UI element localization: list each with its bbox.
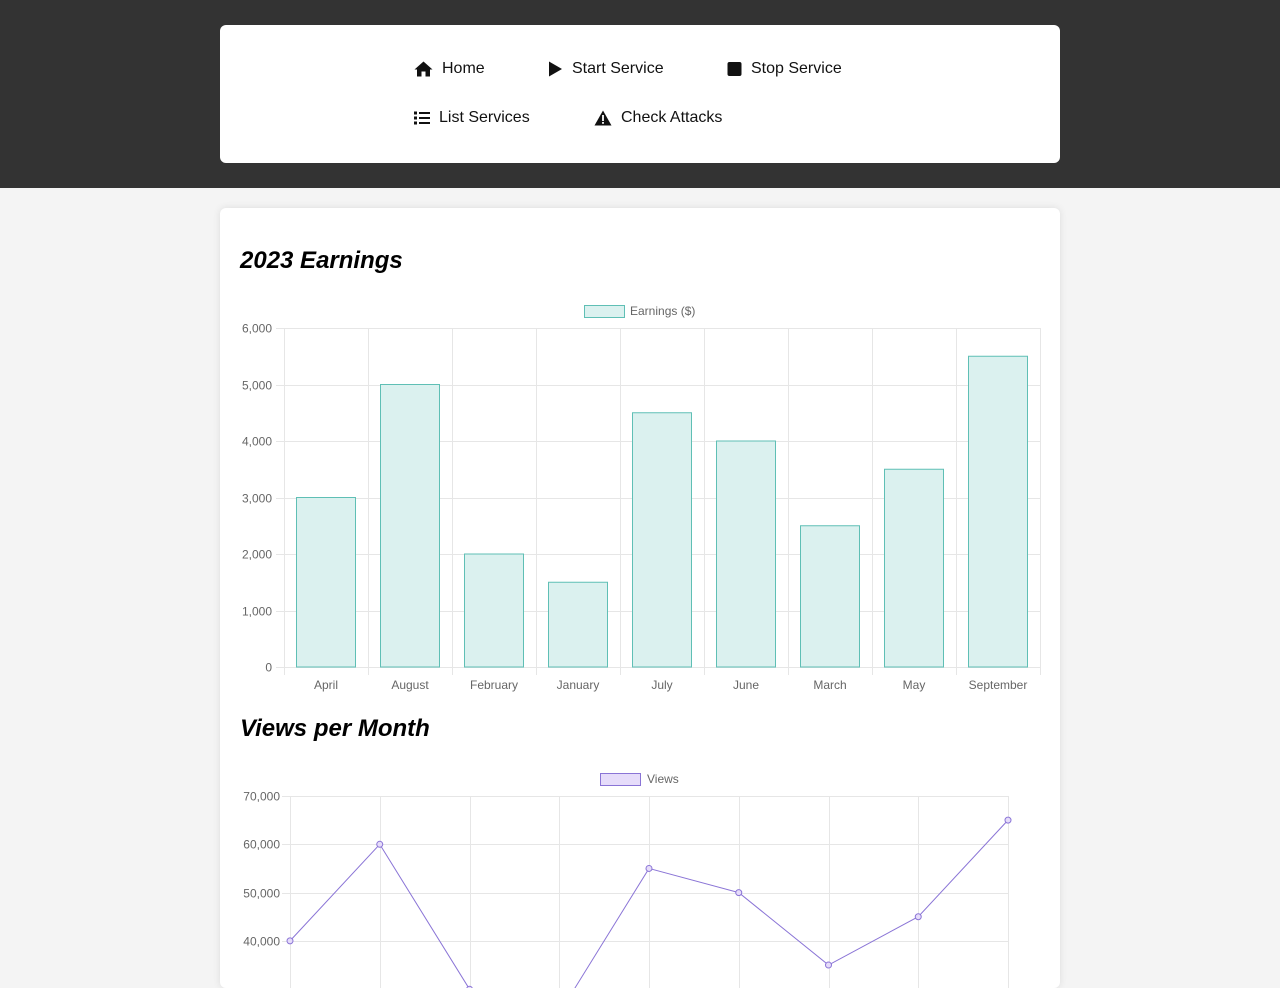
- nav-start-service-label: Start Service: [572, 60, 664, 77]
- data-point: [376, 840, 384, 848]
- warning-icon: [594, 110, 612, 126]
- earnings-bar-chart: Earnings ($) 0 1,000 2,000 3,000 4,000 5,000 6,…: [242, 304, 1041, 692]
- stop-icon: [727, 62, 742, 76]
- bar: [884, 468, 944, 668]
- nav-check-attacks-link[interactable]: Check Attacks: [594, 107, 722, 129]
- nav-stop-service-link[interactable]: Stop Service: [727, 58, 842, 80]
- x-tick-label: June: [733, 678, 759, 692]
- nav-home-link[interactable]: Home: [414, 58, 485, 80]
- data-point: [645, 864, 653, 872]
- y-tick-label: 3,000: [242, 492, 272, 506]
- dashboard-card: 2023 Earnings Earnings ($) 0 1,000 2,000 3,0…: [220, 208, 1060, 988]
- views-title: Views per Month: [240, 715, 430, 742]
- legend-swatch: [600, 773, 641, 786]
- y-tick-label: 6,000: [242, 322, 272, 336]
- data-point: [1004, 816, 1012, 824]
- y-tick-label: 50,000: [243, 887, 280, 901]
- bar: [464, 553, 524, 668]
- data-point: [735, 889, 743, 897]
- play-icon: [549, 61, 562, 77]
- data-point: [286, 937, 294, 945]
- y-tick-label: 0: [265, 661, 272, 675]
- views-line-chart: Views 40,000 50,000 60,000 70,000: [243, 772, 1012, 988]
- nav-menu: Home Start Service Stop Service List Ser…: [220, 25, 1060, 163]
- legend-label: Earnings ($): [630, 304, 695, 318]
- x-tick-label: February: [470, 678, 518, 692]
- y-tick-label: 2,000: [242, 548, 272, 562]
- x-tick-label: May: [903, 678, 926, 692]
- list-icon: [414, 111, 430, 125]
- bar: [968, 355, 1028, 668]
- bar: [296, 497, 356, 668]
- x-tick-label: September: [969, 678, 1028, 692]
- y-tick-label: 1,000: [242, 605, 272, 619]
- y-tick-label: 40,000: [243, 935, 280, 949]
- data-point: [914, 913, 922, 921]
- bar: [632, 412, 692, 668]
- x-tick-label: July: [651, 678, 672, 692]
- nav-home-label: Home: [442, 60, 485, 77]
- nav-check-attacks-label: Check Attacks: [621, 109, 723, 126]
- bar: [716, 440, 776, 668]
- legend-label: Views: [647, 772, 679, 786]
- y-tick-label: 5,000: [242, 379, 272, 393]
- nav-list-services-link[interactable]: List Services: [414, 107, 530, 129]
- bar: [800, 525, 860, 668]
- x-tick-label: August: [391, 678, 429, 692]
- home-icon: [414, 61, 433, 77]
- bar: [548, 581, 608, 668]
- nav-list-services-label: List Services: [439, 109, 530, 126]
- bar: [380, 384, 440, 668]
- nav-stop-service-label: Stop Service: [751, 60, 842, 77]
- nav-start-service-link[interactable]: Start Service: [548, 58, 664, 80]
- earnings-title: 2023 Earnings: [240, 247, 403, 274]
- x-tick-label: April: [314, 678, 338, 692]
- legend-swatch: [584, 305, 625, 318]
- y-tick-label: 60,000: [243, 838, 280, 852]
- y-tick-label: 70,000: [243, 790, 280, 804]
- x-tick-label: March: [813, 678, 846, 692]
- y-tick-label: 4,000: [242, 435, 272, 449]
- x-tick-label: January: [557, 678, 600, 692]
